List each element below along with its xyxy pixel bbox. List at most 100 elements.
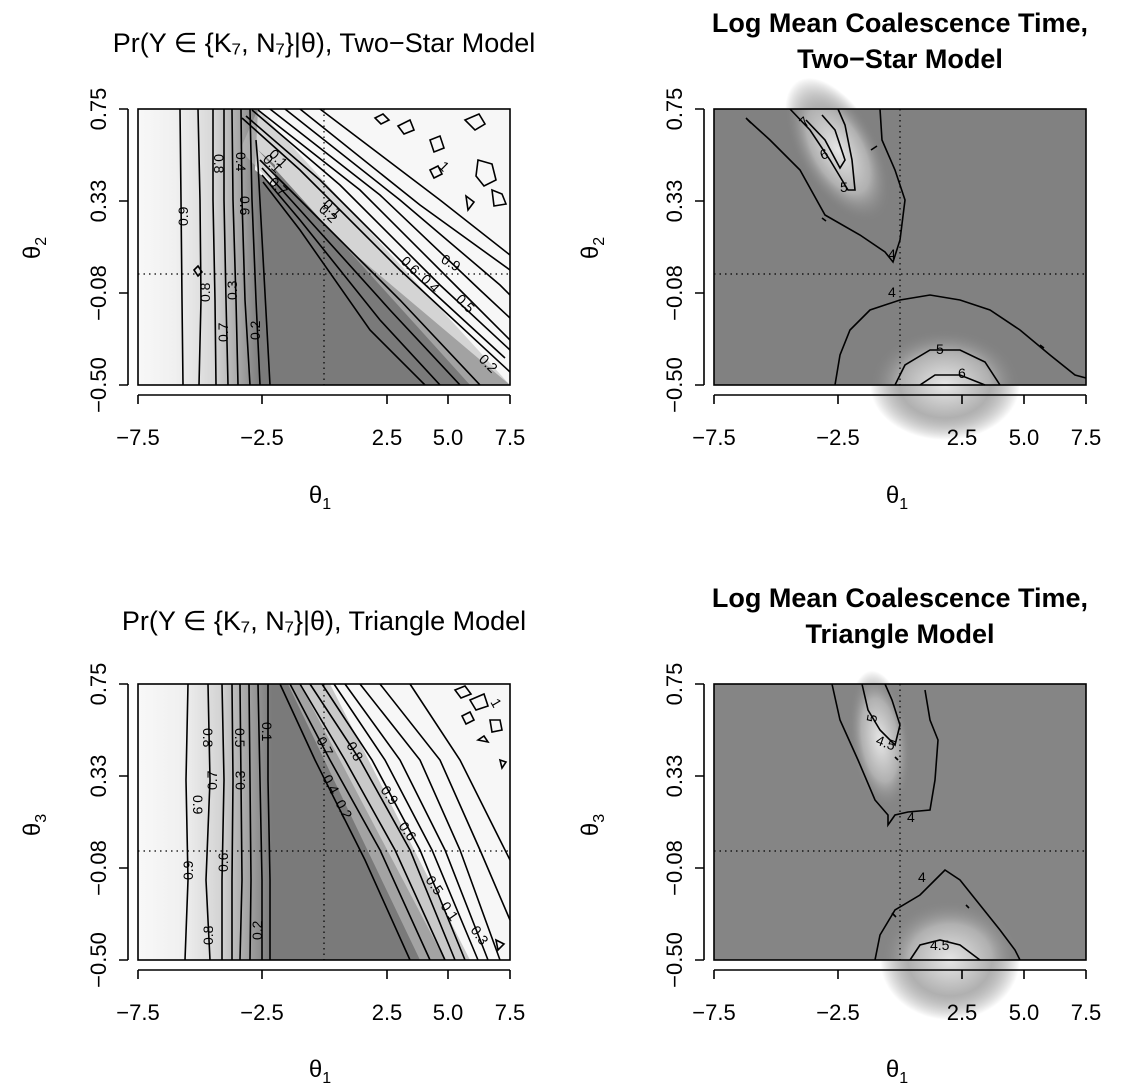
- x-tick-label: −2.5: [816, 425, 859, 450]
- panel-4-title-line-1: Log Mean Coalescence Time,: [712, 583, 1088, 613]
- contour-label: 0.8: [197, 282, 213, 302]
- contour-label: 0.5: [232, 728, 248, 748]
- contour-label: 0.8: [200, 728, 216, 748]
- y-axis-label: θ3: [577, 814, 608, 836]
- x-tick-label: 5.0: [433, 425, 464, 450]
- heatmap-dark-region: [258, 150, 470, 385]
- contour-lines: [831, 683, 1021, 961]
- x-tick-label: 2.5: [372, 1000, 403, 1025]
- x-axis-label: θ1: [886, 482, 908, 513]
- y-tick-label: 0.33: [662, 755, 687, 798]
- panel-3-title: Pr(Y ∈ {K₇, N₇}|θ), Triangle Model: [122, 606, 526, 636]
- panel-triangle-logtime: Log Mean Coalescence Time, Triangle Mode…: [577, 583, 1101, 1087]
- contour-label: 0.4: [233, 152, 249, 172]
- contour-label: 0.9: [175, 206, 191, 226]
- x-tick-label: 7.5: [1071, 1000, 1102, 1025]
- y-axis-label: θ2: [577, 237, 608, 259]
- y-axis-label: θ2: [19, 237, 50, 259]
- plot-area: 0.8 0.4 0.6 0.1 0.7 0.2 0.9 0.8 0.7 0.3 …: [137, 108, 511, 386]
- x-axis: −7.5 −2.5 2.5 5.0 7.5 θ1: [116, 969, 526, 1087]
- heatmap-bright-region: [785, 77, 891, 223]
- contour-label: 4.5: [874, 732, 898, 754]
- contour-label: 5: [840, 179, 848, 195]
- panel-two-star-logtime: Log Mean Coalescence Time, Two−Star Mode…: [577, 8, 1101, 513]
- x-axis: −7.5 −2.5 2.5 5.0 7.5 θ1: [116, 394, 526, 513]
- y-axis: −0.50 −0.08 0.33 0.75 θ3: [577, 663, 705, 988]
- x-tick-label: 5.0: [1009, 425, 1040, 450]
- contour-label: 4: [888, 246, 896, 262]
- plot-area: 7 6 5 4 4 5 6: [713, 77, 1087, 440]
- y-tick-label: −0.50: [86, 357, 111, 413]
- x-tick-label: 7.5: [495, 1000, 526, 1025]
- x-axis-label: θ1: [886, 1056, 908, 1087]
- y-tick-label: 0.75: [662, 88, 687, 131]
- x-axis-label: θ1: [309, 1056, 331, 1087]
- y-axis: −0.50 −0.08 0.33 0.75 θ2: [19, 88, 129, 413]
- y-tick-label: 0.33: [86, 755, 111, 798]
- contour-label: 0.7: [204, 770, 220, 790]
- y-tick-label: −0.08: [662, 265, 687, 321]
- panel-two-star-probability: Pr(Y ∈ {K₇, N₇}|θ), Two−Star Model: [19, 28, 535, 513]
- contour-label: 6: [958, 365, 966, 381]
- x-tick-label: −2.5: [240, 425, 283, 450]
- plot-frame: [713, 683, 1087, 961]
- plot-frame: [137, 108, 511, 386]
- x-tick-label: 2.5: [372, 425, 403, 450]
- y-tick-label: 0.33: [662, 180, 687, 223]
- x-tick-label: −7.5: [116, 425, 159, 450]
- contour-label: 0.9: [180, 860, 196, 880]
- contour-label: 0.3: [232, 770, 248, 790]
- contour-label: 4: [888, 284, 896, 300]
- panel-2-title-line-2: Two−Star Model: [797, 44, 1003, 74]
- y-tick-label: 0.75: [662, 663, 687, 706]
- contour-label: 4: [918, 869, 926, 885]
- x-tick-label: 5.0: [433, 1000, 464, 1025]
- x-tick-label: 2.5: [947, 1000, 978, 1025]
- x-axis-label: θ1: [309, 482, 331, 513]
- x-tick-label: 7.5: [495, 425, 526, 450]
- x-tick-label: 2.5: [947, 425, 978, 450]
- x-tick-label: 7.5: [1071, 425, 1102, 450]
- x-tick-label: −7.5: [692, 425, 735, 450]
- contour-label: 4.5: [930, 937, 950, 953]
- panel-4-title-line-2: Triangle Model: [805, 619, 994, 649]
- plot-area: 5 4.5 4 4 4.5: [713, 670, 1087, 1020]
- panel-1-title: Pr(Y ∈ {K₇, N₇}|θ), Two−Star Model: [113, 28, 536, 58]
- contour-label: 0.8: [211, 154, 227, 174]
- contour-lines: [179, 108, 511, 386]
- y-tick-label: −0.50: [86, 932, 111, 988]
- contour-lines: [184, 683, 511, 961]
- x-tick-label: −2.5: [240, 1000, 283, 1025]
- y-tick-label: 0.75: [86, 88, 111, 131]
- plot-frame: [713, 108, 1087, 386]
- contour-label: 0.6: [215, 852, 231, 872]
- contour-label: 0.9: [190, 795, 206, 815]
- x-tick-label: −7.5: [116, 1000, 159, 1025]
- y-tick-label: −0.50: [662, 932, 687, 988]
- y-axis-label: θ3: [19, 814, 50, 836]
- contour-label: 5: [863, 713, 880, 724]
- x-axis: −7.5 −2.5 2.5 5.0 7.5 θ1: [692, 969, 1102, 1087]
- panel-2-title-line-1: Log Mean Coalescence Time,: [712, 8, 1088, 38]
- y-axis: −0.50 −0.08 0.33 0.75 θ3: [19, 663, 129, 988]
- contour-lines: [745, 108, 1087, 386]
- y-tick-label: −0.08: [662, 840, 687, 896]
- y-tick-label: 0.75: [86, 663, 111, 706]
- contour-label: 4: [907, 809, 915, 825]
- y-tick-label: −0.08: [86, 840, 111, 896]
- contour-label: 0.2: [247, 320, 263, 340]
- contour-label: 0.3: [224, 280, 240, 300]
- contour-label: 0.1: [259, 722, 275, 742]
- y-tick-label: −0.50: [662, 357, 687, 413]
- plot-frame: [137, 683, 511, 961]
- x-tick-label: 5.0: [1009, 1000, 1040, 1025]
- y-tick-label: −0.08: [86, 265, 111, 321]
- contour-label: 0.8: [200, 925, 216, 945]
- contour-label: 0.6: [237, 196, 253, 216]
- y-axis: −0.50 −0.08 0.33 0.75 θ2: [577, 88, 705, 413]
- y-tick-label: 0.33: [86, 180, 111, 223]
- x-tick-label: −2.5: [816, 1000, 859, 1025]
- contour-label: 5: [936, 341, 944, 357]
- panel-triangle-probability: Pr(Y ∈ {K₇, N₇}|θ), Triangle Model: [19, 606, 526, 1087]
